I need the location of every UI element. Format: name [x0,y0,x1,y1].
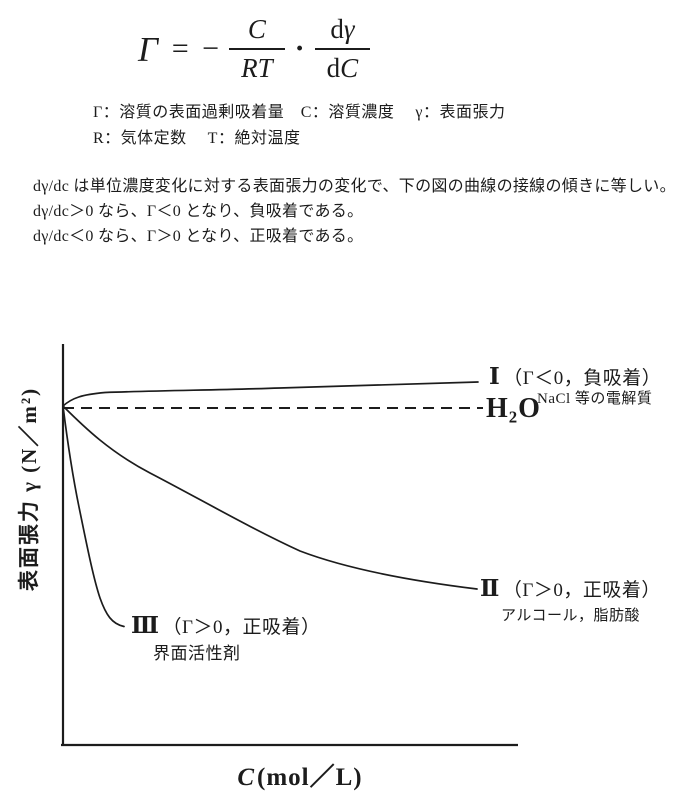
curve-1-label-text: （Γ＜0，負吸着） [503,368,662,389]
formula-equals-sign: = [169,32,191,65]
curve-2-sublabel: アルコール，脂肪酸 [501,608,641,624]
formula-gamma: Γ [138,29,158,69]
fraction-numerator-c: C [247,14,266,44]
symbol-definitions: Γ：溶質の表面過剰吸着量 C：溶質濃度 γ：表面張力 R：気体定数 T：絶対温度 [93,100,506,152]
formula-center-dot: · [294,32,305,65]
explanation-line2: dγ/dc＞0 なら、Γ＜0 となり、負吸着である。 [33,203,364,220]
curve-1-sublabel: NaCl 等の電解質 [537,391,653,407]
curve-3-label-text: （Γ＞0，正吸着） [162,617,321,638]
curve-3-numeral: Ⅲ [131,613,160,638]
x-axis-variable: C [237,764,256,791]
symbol-definitions-line2: R：気体定数 T：絶対温度 [93,130,301,147]
formula-minus-sign: − [202,32,220,65]
fraction-denominator-dc: dC [314,48,371,83]
curve-3-surfactant-line [62,405,125,628]
x-axis-unit: (mol／L) [257,764,363,791]
concentration-symbol: C [340,53,359,83]
explanation-text: dγ/dc は単位濃度変化に対する表面張力の変化で、下の図の曲線の接線の傾きに等… [33,174,676,249]
surface-tension-figure: 表面張力 γ (N／m²) C(mol／L) Ⅰ （Γ＜0，負吸着） NaCl 等… [0,330,698,797]
gamma-symbol: γ [343,14,355,44]
x-axis-label: C(mol／L) [205,757,395,793]
curve-1-electrolyte-line [62,381,479,407]
explanation-line3: dγ/dc＜0 なら、Γ＞0 となり、正吸着である。 [33,228,364,245]
explanation-line1: dγ/dc は単位濃度変化に対する表面張力の変化で、下の図の曲線の接線の傾きに等… [33,178,676,195]
curve-2-alcohol-line [62,405,478,590]
gibbs-adsorption-formula: Γ = − C RT · dγ dC [138,16,371,83]
curve-1-label: Ⅰ （Γ＜0，負吸着） [489,363,661,390]
fraction-numerator-dgamma: dγ [318,16,366,48]
y-axis-label: 表面張力 γ (N／m²) [17,386,41,592]
differential-d: d [330,14,344,44]
formula-fraction-c-over-rt: C RT [229,16,285,82]
figure-canvas [61,344,518,747]
curve-2-label-text: （Γ＞0，正吸着） [502,580,661,601]
formula-fraction-dgamma-over-dc: dγ dC [314,16,371,83]
curve-3-sublabel: 界面活性剤 [153,644,241,663]
h2o-label: H₂O [486,393,541,424]
differential-d: d [326,53,341,83]
curve-2-numeral: Ⅱ [480,576,500,601]
curve-2-label: Ⅱ （Γ＞0，正吸着） [480,575,661,602]
fraction-denominator-rt: RT [229,48,285,82]
curve-3-label: Ⅲ （Γ＞0，正吸着） [131,612,321,639]
symbol-definitions-line1: Γ：溶質の表面過剰吸着量 C：溶質濃度 γ：表面張力 [93,104,506,121]
curve-1-numeral: Ⅰ [489,364,501,389]
